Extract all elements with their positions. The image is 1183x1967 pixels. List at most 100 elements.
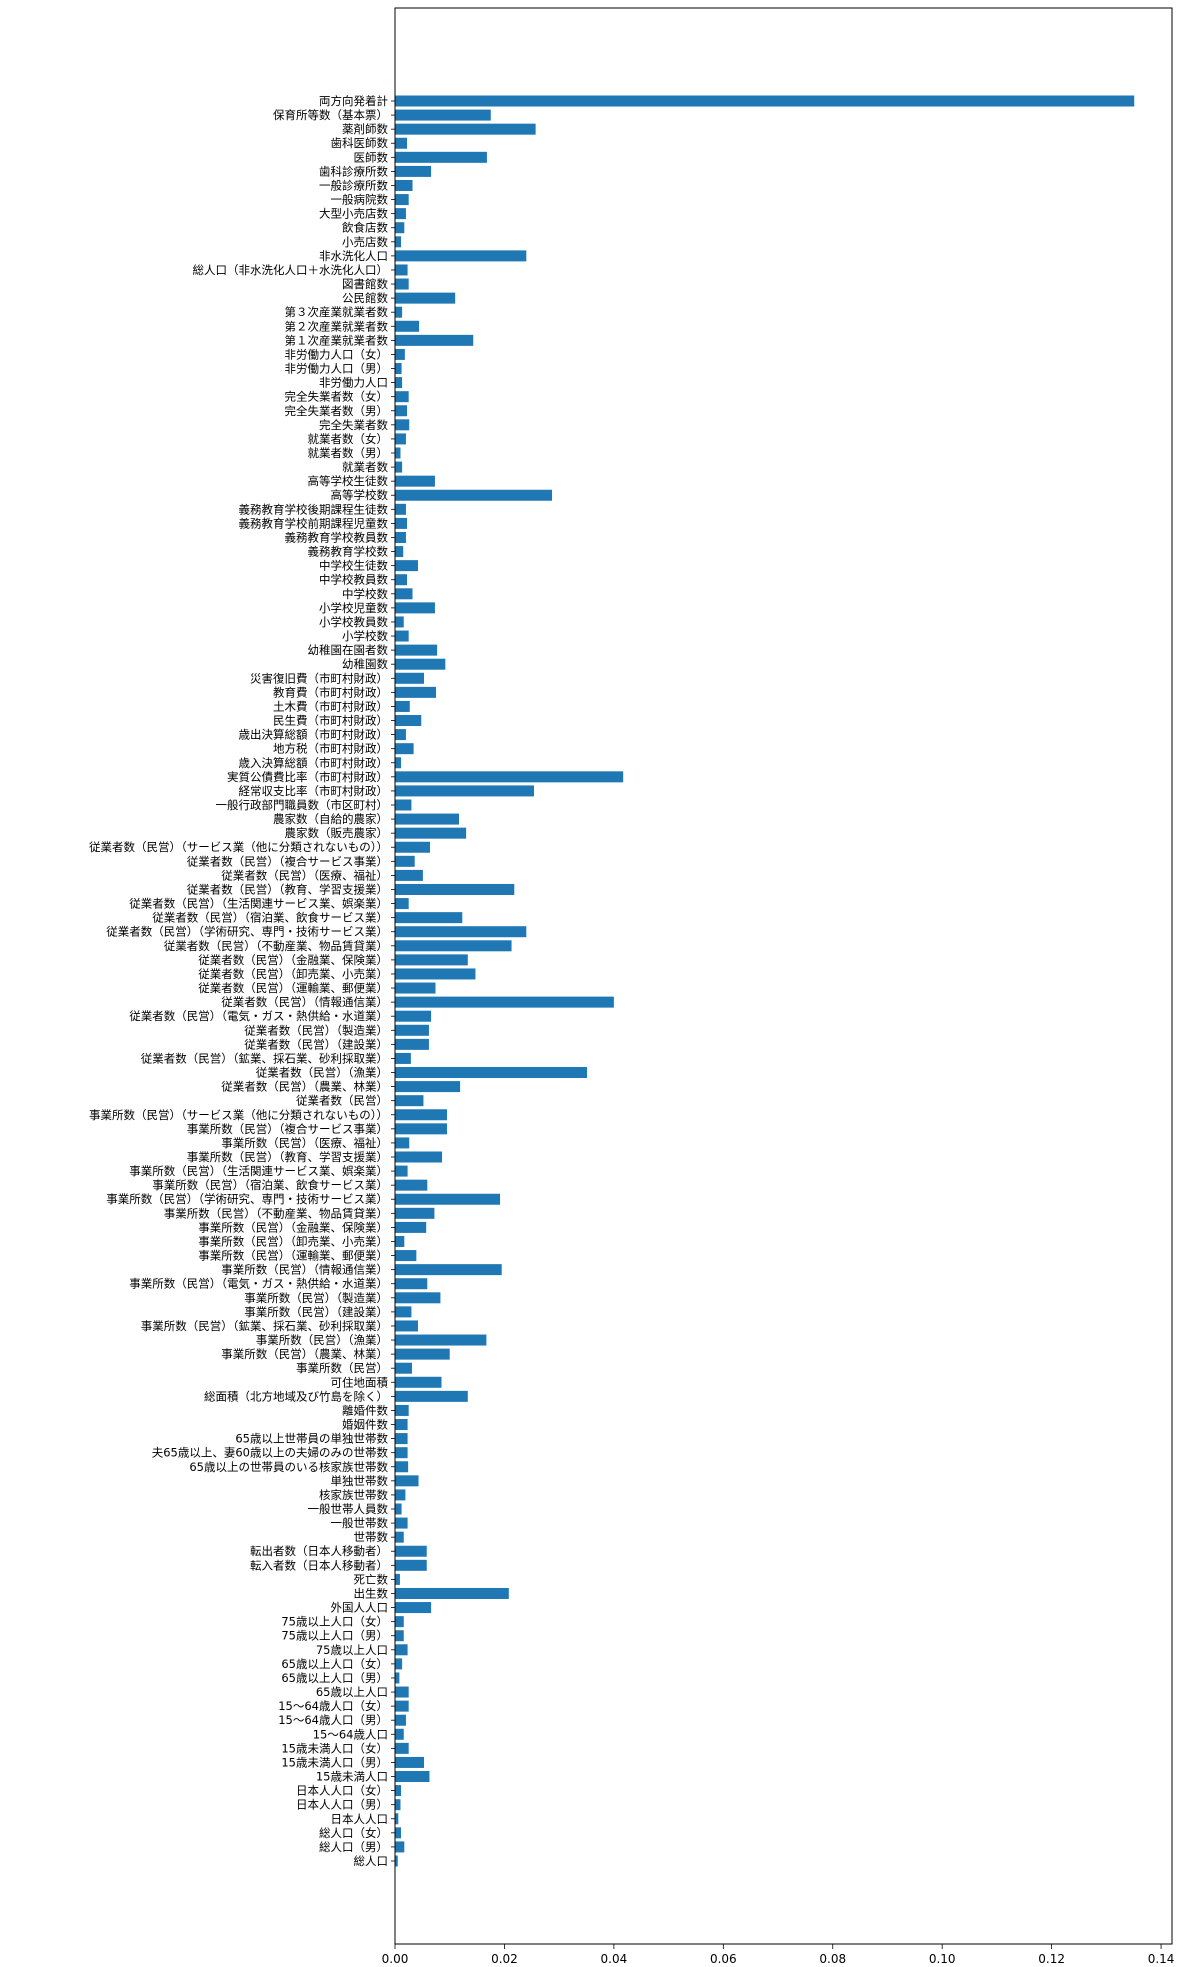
x-tick-label: 0.10: [929, 1952, 956, 1966]
x-tick-label: 0.06: [710, 1952, 737, 1966]
category-label: 第１次産業就業者数: [285, 333, 389, 347]
category-label: 民生費（市町村財政）: [273, 714, 388, 728]
x-tick-label: 0.12: [1038, 1952, 1065, 1966]
bar: [395, 757, 402, 769]
bar: [395, 1644, 408, 1656]
bar: [395, 1461, 409, 1473]
category-label: 公民館数: [342, 291, 388, 305]
bar: [395, 461, 403, 473]
category-label: 一般世帯人員数: [308, 1502, 389, 1516]
bar: [395, 1052, 411, 1064]
bar: [395, 306, 403, 318]
category-label: 核家族世帯数: [319, 1488, 388, 1502]
category-label: 義務教育学校教員数: [285, 530, 389, 544]
bar: [395, 616, 404, 628]
category-label: 事業所数（民営）（電気・ガス・熱供給・水道業）: [129, 1277, 388, 1291]
category-label: 75歳以上人口: [316, 1643, 388, 1657]
category-label: 小学校児童数: [319, 601, 388, 615]
bar: [395, 1390, 468, 1402]
bar: [395, 1433, 408, 1445]
bar: [395, 1742, 409, 1754]
category-label: 従業者数（民営）: [296, 1094, 388, 1108]
category-label: 非水洗化人口: [319, 249, 388, 263]
bar: [395, 503, 406, 515]
category-label: 従業者数（民営）（複合サービス事業）: [187, 854, 388, 868]
bar: [395, 475, 435, 487]
category-label: 第２次産業就業者数: [285, 319, 389, 333]
bar: [395, 546, 404, 558]
category-label: 完全失業者数: [319, 418, 388, 432]
bar: [395, 672, 424, 684]
category-label: 大型小売店数: [319, 207, 388, 221]
category-label: 農家数（自給的農家）: [273, 812, 388, 826]
category-label: 従業者数（民営）（製造業）: [244, 1023, 388, 1037]
category-label: 歳入決算総額（市町村財政）: [239, 756, 389, 770]
bar: [395, 700, 410, 712]
bar: [395, 1221, 427, 1233]
bar: [395, 574, 408, 586]
category-label: 従業者数（民営）（卸売業、小売業）: [198, 967, 388, 981]
bar: [395, 1573, 400, 1585]
category-label: 可住地面積: [331, 1375, 389, 1389]
bar: [395, 1503, 402, 1515]
category-label: 総面積（北方地域及び竹島を除く）: [204, 1389, 388, 1403]
category-label: 死亡数: [354, 1572, 389, 1586]
bar: [395, 1602, 432, 1614]
bar: [395, 1207, 435, 1219]
category-label: 飲食店数: [342, 221, 388, 235]
category-label: 日本人人口（男）: [296, 1798, 388, 1812]
category-label: 就業者数（女）: [308, 432, 389, 446]
x-tick-label: 0.00: [382, 1952, 409, 1966]
plot-frame: [394, 7, 1173, 1945]
category-label: 事業所数（民営）（金融業、保険業）: [198, 1220, 388, 1234]
category-label: 夫65歳以上、妻60歳以上の夫婦のみの世帯数: [152, 1446, 389, 1460]
category-label: 従業者数（民営）（金融業、保険業）: [198, 953, 388, 967]
bar: [395, 1137, 410, 1149]
bar: [395, 1306, 412, 1318]
category-label: 日本人人口: [331, 1812, 389, 1826]
category-label: 第３次産業就業者数: [285, 305, 389, 319]
category-label: 転入者数（日本人移動者）: [250, 1558, 388, 1572]
category-label: 従業者数（民営）（鉱業、採石業、砂利採取業）: [141, 1051, 388, 1065]
bar: [395, 1095, 424, 1107]
category-label: 高等学校数: [331, 488, 389, 502]
bar: [395, 1531, 404, 1543]
category-label: 事業所数（民営）（農業、林業）: [221, 1347, 388, 1361]
bar: [395, 883, 515, 895]
bar: [395, 1545, 427, 1557]
category-label: 従業者数（民営）（不動産業、物品賃貸業）: [164, 939, 388, 953]
category-label: 外国人人口: [331, 1601, 389, 1615]
category-label: 事業所数（民営）（教育、学習支援業）: [187, 1150, 388, 1164]
category-label: 従業者数（民営）（漁業）: [256, 1066, 388, 1080]
bars-group: [395, 95, 1135, 1867]
x-tick-label: 0.08: [819, 1952, 846, 1966]
bar: [395, 560, 418, 572]
category-label: 薬剤師数: [342, 122, 388, 136]
category-label: 従業者数（民営）（宿泊業、飲食サービス業）: [152, 911, 388, 925]
bar: [395, 813, 460, 825]
category-label: 離婚件数: [342, 1403, 388, 1417]
bar: [395, 1404, 409, 1416]
bar: [395, 1799, 401, 1811]
bar: [395, 1010, 432, 1022]
bar: [395, 940, 512, 952]
category-label: 中学校数: [342, 587, 388, 601]
category-label: 就業者数: [342, 460, 388, 474]
category-label: 出生数: [354, 1586, 389, 1600]
bar: [395, 1855, 398, 1867]
category-label: 65歳以上人口: [316, 1685, 388, 1699]
category-label: 単独世帯数: [331, 1474, 389, 1488]
category-label: 事業所数（民営）（複合サービス事業）: [187, 1122, 388, 1136]
bar: [395, 686, 437, 698]
bar: [395, 1067, 588, 1079]
category-label: 歯科医師数: [331, 136, 389, 150]
bar: [395, 123, 536, 135]
bar: [395, 1771, 430, 1783]
bar: [395, 630, 409, 642]
category-label: 15歳未満人口: [316, 1770, 388, 1784]
category-label: 農家数（販売農家）: [285, 826, 389, 840]
bar: [395, 729, 406, 741]
bar: [395, 405, 408, 417]
category-label: 図書館数: [342, 277, 388, 291]
category-label: 従業者数（民営）（建設業）: [244, 1037, 388, 1051]
